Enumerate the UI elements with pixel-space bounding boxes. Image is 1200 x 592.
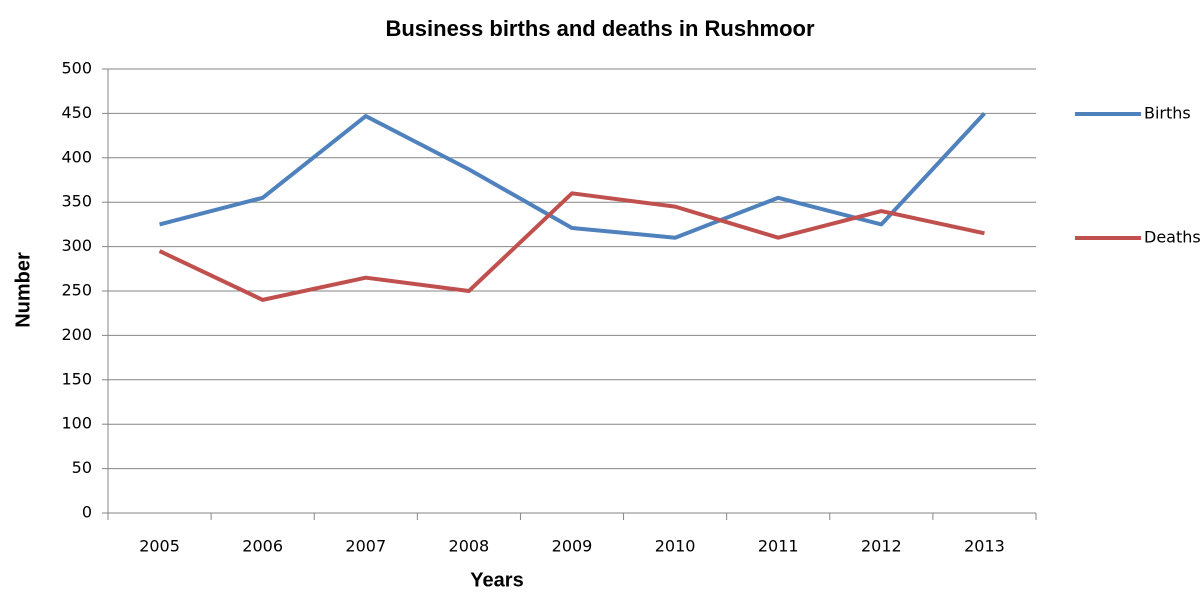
y-tick-label: 200	[61, 325, 92, 344]
x-tick-label: 2013	[964, 537, 1005, 556]
y-axis-title: Number	[12, 252, 34, 328]
x-tick-label: 2012	[861, 537, 902, 556]
x-tick-label: 2010	[655, 537, 696, 556]
y-tick-label: 450	[61, 103, 92, 122]
x-tick-label: 2007	[345, 537, 386, 556]
y-tick-label: 350	[61, 192, 92, 211]
data-line	[158, 191, 985, 302]
y-tick-label: 500	[61, 59, 92, 78]
y-tick-label: 150	[61, 369, 92, 388]
y-tick-label: 0	[82, 503, 92, 522]
x-tick-label: 2009	[552, 537, 593, 556]
legend-label: Deaths	[1144, 228, 1200, 247]
y-tick-label: 250	[61, 281, 92, 300]
y-tick-label: 400	[61, 147, 92, 166]
x-axis-title: Years	[470, 569, 523, 591]
chart-title: Business births and deaths in Rushmoor	[385, 16, 815, 41]
x-tick-label: 2005	[139, 537, 180, 556]
x-tick-label: 2008	[449, 537, 490, 556]
y-tick-label: 50	[72, 458, 92, 477]
x-tick-label: 2011	[758, 537, 799, 556]
legend-label: Births	[1144, 104, 1191, 123]
y-tick-label: 100	[61, 414, 92, 433]
x-tick-label: 2006	[242, 537, 283, 556]
data-line	[159, 112, 986, 240]
y-tick-label: 300	[61, 236, 92, 255]
